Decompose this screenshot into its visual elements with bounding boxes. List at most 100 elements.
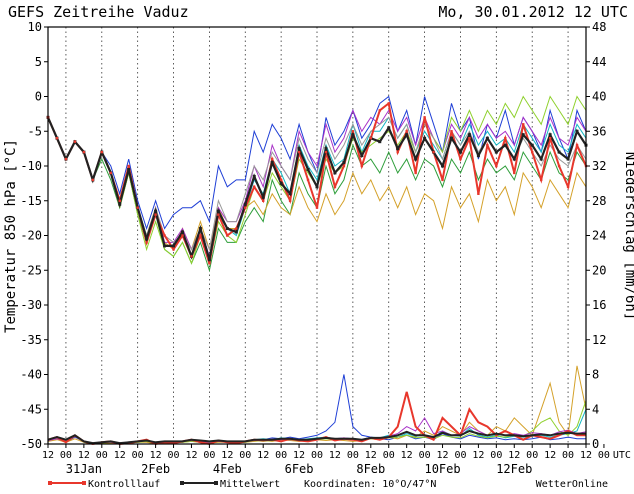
temperature-control-point [127,164,130,168]
temperature-mean-point [441,164,445,168]
x-axis-tick-label: 00 [203,450,215,461]
temperature-control-point [208,262,211,265]
temperature-control-point [468,137,471,140]
x-axis-tick-label: 12 [508,450,520,461]
temperature-mean-point [458,150,462,154]
temperature-mean-point [261,195,265,199]
temperature-control-point [459,157,462,161]
temperature-control-point [387,102,390,105]
left-axis-tick-label: -45 [20,402,42,416]
temperature-control-point [288,199,292,202]
temperature-mean-point [297,147,301,151]
x-axis-tick-label: 12 [329,450,341,461]
x-axis-tick-label: 00 [490,450,502,461]
temperature-mean-point [566,157,570,161]
left-axis-tick-label: 10 [28,20,42,34]
temperature-mean-point [414,157,418,161]
temperature-mean-point [306,167,310,171]
temperature-control-point [181,234,184,237]
x-axis-tick-label: 00 [275,450,287,461]
x-axis-date-label: 12Feb [496,462,532,476]
x-axis-date-label: 2Feb [141,462,170,476]
temperature-control-point [566,185,570,189]
legend-control: Kontrolllauf [48,479,160,490]
temperature-mean-point [360,154,364,158]
temperature-mean-point [163,244,167,248]
temperature-control-point [145,241,148,244]
temperature-mean-point [530,143,534,147]
temperature-mean-point [181,230,184,234]
temperature-control-point [495,164,498,168]
left-axis-tick-label: 5 [35,55,42,69]
right-axis-tick-label: 44 [592,55,606,69]
x-axis-tick-label: 12 [114,450,126,461]
temperature-control-point [154,213,157,216]
temperature-mean-point [198,227,202,231]
temperature-mean-point [548,133,552,137]
right-axis-tick-label: 32 [592,159,606,173]
left-axis-tick-label: -40 [20,368,42,382]
temperature-mean-point [279,181,283,185]
temperature-mean-point [342,161,346,165]
temperature-mean-point [521,133,525,137]
temperature-control-point [55,137,59,140]
temperature-mean-point [503,143,507,147]
chart-title: GEFS Zeitreihe Vaduz [8,3,189,21]
temperature-control-point [557,164,561,168]
temperature-mean-point [207,258,211,262]
temperature-control-point [477,192,480,195]
temperature-mean-point [324,147,328,151]
temperature-control-point [64,157,68,161]
temperature-control-point [306,178,310,182]
temperature-control-point [539,178,543,182]
temperature-mean-point [315,185,319,189]
x-axis-tick-label: 12 [185,450,197,461]
temperature-mean-point [423,136,427,140]
left-axis-tick-label: -50 [20,437,42,451]
run-label: Mo, 30.01.2012 12 UTC [438,3,628,21]
right-axis-tick-label: 36 [592,124,606,138]
x-axis-tick-label: 12 [78,450,90,461]
temperature-control-point [136,206,139,209]
temperature-control-point [405,130,408,133]
temperature-control-point [548,137,552,140]
temperature-control-point [423,116,426,119]
x-axis-date-label: 10Feb [424,462,460,476]
temperature-mean-point [154,209,158,213]
temperature-control-point [226,234,229,237]
left-axis-tick-label: -25 [20,263,42,277]
temperature-control-point [450,130,453,133]
temperature-mean-point [234,230,238,234]
x-axis-tick-label: 00 [598,450,610,461]
legend-control-label: Kontrolllauf [88,479,160,490]
x-axis-tick-label: 00 [96,450,108,461]
legend-mean: Mittelwert [180,479,280,490]
temperature-mean-point [225,227,229,231]
temperature-control-point [109,171,112,175]
x-axis-date-label: 31Jan [66,462,102,476]
temperature-control-point [91,178,95,182]
temperature-mean-point [467,133,471,137]
temperature-control-point [244,206,247,209]
left-axis-tick-label: 0 [35,90,42,104]
temperature-mean-point [288,192,292,196]
temperature-control-point [432,150,435,154]
temperature-mean-point [118,202,122,206]
temperature-control-point [351,130,355,133]
temperature-mean-point [172,244,176,248]
temperature-control-point [441,178,444,182]
x-axis-tick-label: 00 [239,450,251,461]
temperature-control-point [172,248,175,251]
legend-control-marker-start [48,481,52,485]
temperature-mean-point [145,237,149,241]
legend-mean-marker-end [214,481,218,485]
x-axis-tick-label: 12 [580,450,592,461]
x-axis-tick-label: 00 [60,450,72,461]
right-axis-tick-label: 16 [592,298,606,312]
temperature-mean-point [216,209,220,213]
temperature-mean-point [476,154,480,158]
temperature-control-point [82,150,86,154]
temperature-mean-point [243,202,247,206]
left-axis-tick-label: -15 [20,194,42,208]
legend-control-marker-end [82,481,86,485]
